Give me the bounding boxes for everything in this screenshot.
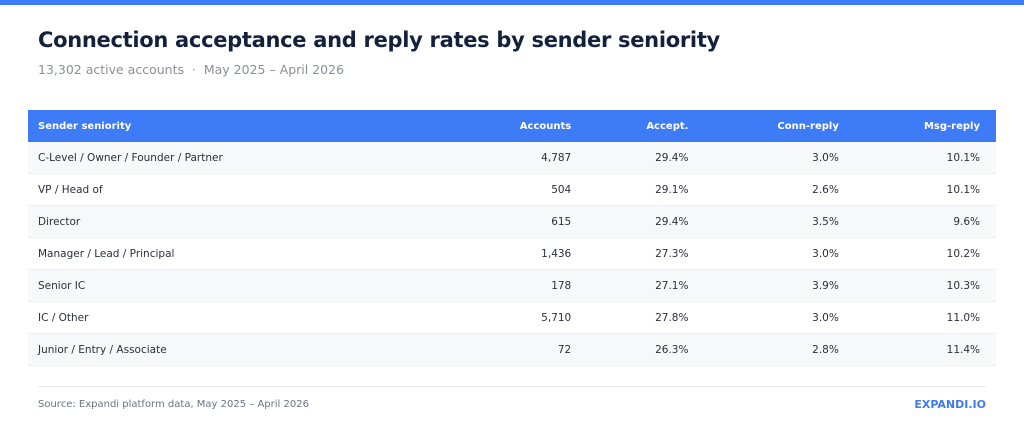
table-row: Director 615 29.4% 3.5% 9.6% [28,205,996,238]
table-cell: 11.0% [854,301,996,334]
table-cell: Junior / Entry / Associate [28,333,454,366]
column-header: Sender seniority [28,110,454,142]
table-cell: IC / Other [28,301,454,334]
table-row: Senior IC 178 27.1% 3.9% 10.3% [28,269,996,302]
table-row: Junior / Entry / Associate 72 26.3% 2.8% 11.… [28,333,996,366]
table-cell: 10.2% [854,237,996,270]
table-cell: 29.4% [587,205,705,238]
column-header: Conn-reply [704,110,855,142]
table-cell: C-Level / Owner / Founder / Partner [28,142,454,174]
table-cell: 27.1% [587,269,705,302]
table-cell: 178 [454,269,588,302]
table-row: C-Level / Owner / Founder / Partner 4,787… [28,142,996,174]
table-cell: Director [28,205,454,238]
table-cell: 72 [454,333,588,366]
table-cell: 26.3% [587,333,705,366]
table-cell: 10.1% [854,142,996,174]
table-cell: 9.6% [854,205,996,238]
data-table: Sender seniority Accounts Accept. Conn-repl… [28,110,996,366]
table-cell: 3.0% [704,142,855,174]
table-cell: 4,787 [454,142,588,174]
table-cell: 27.8% [587,301,705,334]
table-row: Manager / Lead / Principal 1,436 27.3% 3.0%… [28,237,996,270]
column-header: Accept. [587,110,705,142]
table-cell: 3.0% [704,301,855,334]
table-cell: VP / Head of [28,173,454,206]
table-cell: 504 [454,173,588,206]
table-row: IC / Other 5,710 27.8% 3.0% 11.0% [28,301,996,334]
table-cell: 3.0% [704,237,855,270]
table-cell: 27.3% [587,237,705,270]
table-cell: 1,436 [454,237,588,270]
table-cell: 29.4% [587,142,705,174]
brand: EXPANDI.IO [914,398,986,411]
top-bar [0,0,1024,5]
table-cell: 2.6% [704,173,855,206]
table-cell: 29.1% [587,173,705,206]
table-body: C-Level / Owner / Founder / Partner 4,787… [28,142,996,366]
column-header: Msg-reply [854,110,996,142]
table-cell: Manager / Lead / Principal [28,237,454,270]
divider [38,386,986,387]
table-cell: 10.1% [854,173,996,206]
table-cell: 2.8% [704,333,855,366]
table-cell: 615 [454,205,588,238]
table-cell: 3.9% [704,269,855,302]
table-cell: 10.3% [854,269,996,302]
source: Source: Expandi platform data, May 2025 … [38,399,309,410]
title: Connection acceptance and reply rates by… [38,28,720,52]
table-cell: 3.5% [704,205,855,238]
header-row: Sender seniority Accounts Accept. Conn-repl… [28,110,996,142]
subtitle: 13,302 active accounts · May 2025 – Apri… [38,62,345,77]
table-row: VP / Head of 504 29.1% 2.6% 10.1% [28,173,996,206]
table-cell: Senior IC [28,269,454,302]
table-cell: 11.4% [854,333,996,366]
column-header: Accounts [454,110,588,142]
table-cell: 5,710 [454,301,588,334]
